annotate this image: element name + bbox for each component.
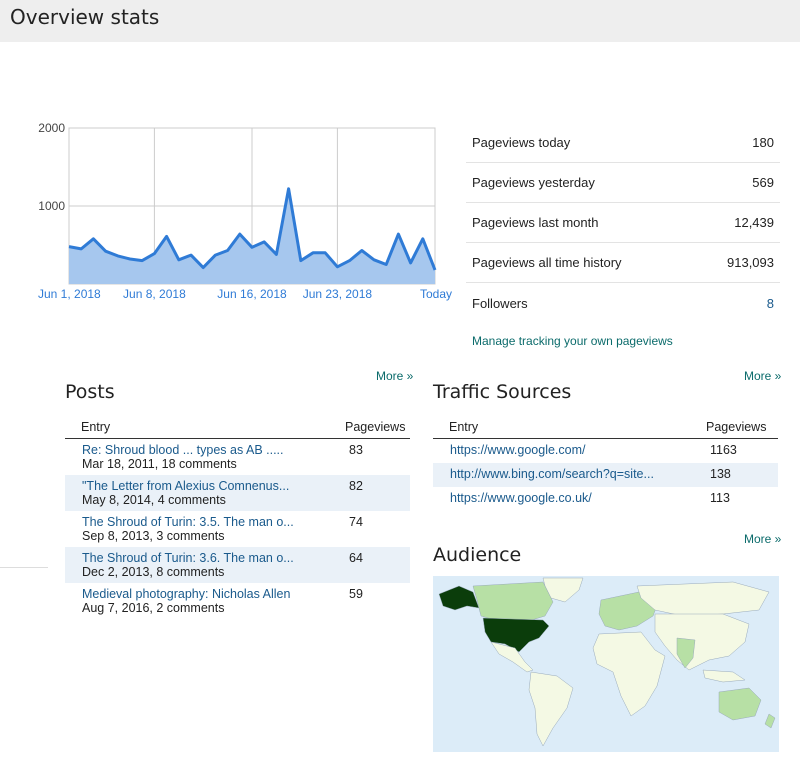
post-views: 59	[349, 586, 363, 601]
stat-row-all-time: Pageviews all time history 913,093	[466, 243, 780, 283]
audience-title: Audience	[433, 544, 522, 566]
map-mexico	[490, 641, 534, 673]
post-meta: Aug 7, 2016, 2 comments	[82, 600, 225, 615]
stat-value: 569	[752, 175, 774, 190]
table-row: http://www.bing.com/search?q=site... 138	[433, 462, 778, 487]
map-india	[676, 637, 696, 669]
series-line	[68, 187, 437, 271]
x-tick-label: Jun 23, 2018	[303, 287, 373, 301]
traffic-table: Entry Pageviews https://www.google.com/ …	[433, 416, 778, 511]
map-south-america	[528, 671, 574, 747]
map-canada	[472, 581, 554, 623]
audience-more-link[interactable]: More »	[744, 532, 782, 546]
col-pageviews: Pageviews	[345, 416, 410, 439]
traffic-more-link[interactable]: More »	[744, 369, 782, 383]
divider	[0, 567, 48, 568]
table-row: https://www.google.co.uk/ 113	[433, 487, 778, 511]
page-title: Overview stats	[10, 5, 160, 29]
col-entry: Entry	[65, 416, 345, 439]
post-meta: Sep 8, 2013, 3 comments	[82, 528, 225, 543]
map-alaska	[438, 585, 480, 611]
post-views: 83	[349, 443, 363, 457]
post-meta: Mar 18, 2011, 18 comments	[82, 457, 237, 471]
table-row: Re: Shroud blood ... types as AB ..... Ma…	[65, 439, 410, 475]
stat-label: Pageviews today	[472, 135, 571, 150]
stat-label: Pageviews all time history	[472, 255, 622, 270]
stat-label: Pageviews last month	[472, 215, 599, 230]
stats-list: Pageviews today 180 Pageviews yesterday …	[466, 123, 780, 323]
table-row: Medieval photography: Nicholas Allen Aug …	[65, 583, 410, 619]
y-tick-label: 1000	[38, 199, 65, 213]
audience-world-map[interactable]	[433, 576, 779, 752]
stat-label: Pageviews yesterday	[472, 175, 595, 190]
page-header: Overview stats	[0, 0, 800, 42]
source-link[interactable]: https://www.google.com/	[450, 443, 586, 457]
source-views: 1163	[710, 443, 737, 457]
table-row: https://www.google.com/ 1163	[433, 439, 778, 463]
source-link[interactable]: http://www.bing.com/search?q=site...	[450, 466, 654, 481]
source-views: 138	[706, 462, 778, 487]
x-tick-label: Jun 16, 2018	[217, 287, 287, 301]
map-usa	[482, 617, 550, 653]
posts-more-link[interactable]: More »	[376, 369, 414, 383]
table-row: The Shroud of Turin: 3.5. The man o... Se…	[65, 511, 410, 547]
col-entry: Entry	[433, 416, 706, 439]
followers-link[interactable]: 8	[766, 295, 774, 311]
posts-table: Entry Pageviews Re: Shroud blood ... typ…	[65, 416, 410, 619]
map-new-zealand	[764, 713, 776, 729]
x-tick-label: Jun 1, 2018	[38, 287, 101, 301]
stat-value: 12,439	[734, 215, 774, 230]
post-link[interactable]: "The Letter from Alexius Comnenus...	[82, 478, 290, 493]
table-row: The Shroud of Turin: 3.6. The man o... De…	[65, 546, 410, 583]
stat-value: 180	[752, 135, 774, 150]
col-pageviews: Pageviews	[706, 416, 778, 439]
source-views: 113	[710, 490, 730, 505]
traffic-sources-title: Traffic Sources	[433, 381, 572, 403]
pageviews-chart: 2000 1000 Jun 1, 2018 Jun 8, 2018 Jun 16, 20…	[38, 121, 452, 301]
post-meta: May 8, 2014, 4 comments	[82, 492, 226, 507]
stat-row-followers: Followers 8	[466, 283, 780, 323]
post-views: 64	[345, 546, 410, 583]
post-views: 82	[345, 474, 410, 511]
posts-title: Posts	[65, 381, 115, 403]
post-link[interactable]: Medieval photography: Nicholas Allen	[82, 586, 291, 601]
stat-row-today: Pageviews today 180	[466, 123, 780, 163]
map-se-asia	[702, 669, 746, 683]
stat-value: 913,093	[727, 255, 774, 270]
series-area	[69, 188, 435, 284]
stat-row-last-month: Pageviews last month 12,439	[466, 203, 780, 243]
post-meta: Dec 2, 2013, 8 comments	[82, 564, 225, 579]
post-link[interactable]: Re: Shroud blood ... types as AB .....	[82, 443, 284, 457]
x-tick-label: Jun 8, 2018	[123, 287, 186, 301]
map-africa	[592, 631, 666, 717]
table-row: "The Letter from Alexius Comnenus... May …	[65, 474, 410, 511]
posts-header-row: Entry Pageviews	[65, 416, 410, 439]
y-tick-label: 2000	[38, 121, 65, 135]
source-link[interactable]: https://www.google.co.uk/	[450, 490, 592, 505]
stat-label: Followers	[472, 295, 528, 311]
post-views: 74	[349, 514, 363, 529]
map-australia	[718, 687, 762, 721]
stat-row-yesterday: Pageviews yesterday 569	[466, 163, 780, 203]
x-tick-label: Today	[420, 287, 452, 301]
traffic-header-row: Entry Pageviews	[433, 416, 778, 439]
post-link[interactable]: The Shroud of Turin: 3.6. The man o...	[82, 550, 294, 565]
manage-tracking-link[interactable]: Manage tracking your own pageviews	[472, 334, 673, 348]
post-link[interactable]: The Shroud of Turin: 3.5. The man o...	[82, 514, 294, 529]
